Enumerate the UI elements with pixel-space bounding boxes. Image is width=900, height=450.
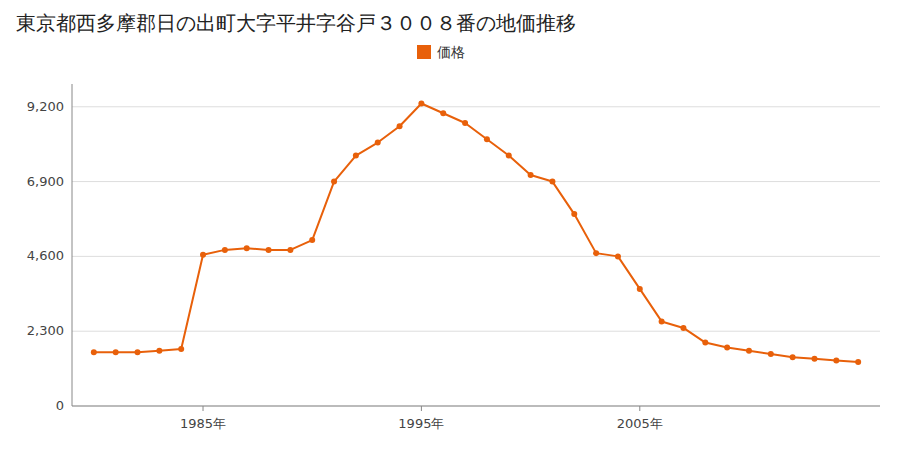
data-point <box>418 101 424 107</box>
y-grid <box>72 107 880 406</box>
y-tick-label: 4,600 <box>27 248 64 263</box>
data-point <box>659 318 665 324</box>
data-point <box>702 340 708 346</box>
grid-line <box>72 106 880 107</box>
grid-line <box>72 406 880 407</box>
data-point <box>113 349 119 355</box>
data-point <box>746 348 752 354</box>
data-point <box>506 153 512 159</box>
y-tick-label: 0 <box>56 398 64 413</box>
data-point <box>528 172 534 178</box>
data-point <box>397 123 403 129</box>
x-tick <box>639 406 640 411</box>
data-point <box>811 356 817 362</box>
data-point <box>244 245 250 251</box>
data-point <box>266 247 272 253</box>
data-point <box>156 348 162 354</box>
chart-svg: 東京都西多摩郡日の出町大字平井字谷戸３００８番の地価推移 0 2,300 4,600 6… <box>0 0 900 450</box>
y-tick-label: 9,200 <box>27 99 64 114</box>
data-point <box>571 211 577 217</box>
chart-title: 東京都西多摩郡日の出町大字平井字谷戸３００８番の地価推移 <box>16 11 576 35</box>
data-point <box>440 110 446 116</box>
x-tick-label: 2005年 <box>617 416 663 431</box>
data-point <box>462 120 468 126</box>
data-point <box>615 253 621 259</box>
data-point <box>135 349 141 355</box>
plot-marks <box>91 101 861 366</box>
data-point <box>353 153 359 159</box>
x-tick <box>203 406 204 411</box>
chart-container: 東京都西多摩郡日の出町大字平井字谷戸３００８番の地価推移 0 2,300 4,600 6… <box>0 0 900 450</box>
data-point <box>200 252 206 258</box>
data-point <box>768 351 774 357</box>
data-point <box>484 136 490 142</box>
x-tick <box>421 406 422 411</box>
legend: 価格 <box>417 44 465 60</box>
data-point <box>855 359 861 365</box>
y-tick-label: 6,900 <box>27 174 64 189</box>
data-point <box>549 179 555 185</box>
grid-line <box>72 331 880 332</box>
data-point <box>331 179 337 185</box>
y-tick-label: 2,300 <box>27 323 64 338</box>
data-point <box>790 354 796 360</box>
x-tick-label: 1995年 <box>398 416 444 431</box>
data-point <box>178 346 184 352</box>
data-point <box>593 250 599 256</box>
series-line <box>94 104 858 363</box>
data-point <box>309 237 315 243</box>
legend-swatch <box>417 45 431 59</box>
data-point <box>724 344 730 350</box>
data-point <box>680 325 686 331</box>
legend-label: 価格 <box>437 44 465 60</box>
data-point <box>833 357 839 363</box>
y-axis-line <box>72 84 73 406</box>
data-point <box>287 247 293 253</box>
grid-line <box>72 181 880 182</box>
grid-line <box>72 256 880 257</box>
data-point <box>91 349 97 355</box>
x-tick-label: 1985年 <box>180 416 226 431</box>
data-point <box>637 286 643 292</box>
data-point <box>222 247 228 253</box>
data-point <box>375 140 381 146</box>
x-axis-line <box>72 406 880 407</box>
